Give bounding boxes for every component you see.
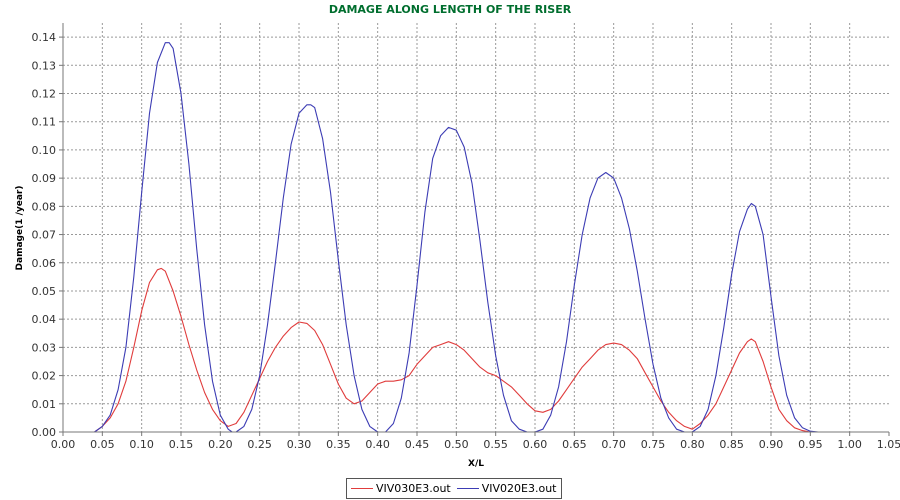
x-tick-labels: 0.00 0.05 0.10 0.15 0.20 0.25 0.30 0.35 0.40 0.45… bbox=[51, 438, 900, 451]
series-line-viv020e3 bbox=[63, 42, 889, 433]
x-axis-label: X/L bbox=[468, 459, 484, 469]
x-tick-label: 1.05 bbox=[877, 438, 900, 451]
x-tick-label: 0.35 bbox=[326, 438, 351, 451]
x-tick-label: 0.60 bbox=[523, 438, 548, 451]
legend-item-viv030: VIV030E3.out bbox=[351, 482, 451, 495]
x-tick-label: 0.95 bbox=[798, 438, 823, 451]
x-tick-label: 0.90 bbox=[759, 438, 784, 451]
plot-background bbox=[63, 23, 889, 432]
y-tick-label: 0.03 bbox=[32, 341, 57, 354]
y-tick-label: 0.00 bbox=[32, 426, 57, 439]
legend-swatch-viv020 bbox=[456, 488, 479, 489]
y-tick-labels: 0.00 0.01 0.02 0.03 0.04 0.05 0.06 0.07 0.08 0.09… bbox=[32, 31, 57, 439]
y-tick-label: 0.02 bbox=[32, 370, 57, 383]
x-tick-label: 0.55 bbox=[483, 438, 508, 451]
y-tick-label: 0.01 bbox=[32, 398, 57, 411]
x-tick-label: 1.00 bbox=[837, 438, 862, 451]
series-line-viv030e3 bbox=[63, 267, 889, 433]
x-tick-label: 0.00 bbox=[51, 438, 76, 451]
legend-swatch-viv030 bbox=[351, 488, 373, 489]
y-tick-label: 0.07 bbox=[32, 229, 57, 242]
legend-label-viv020: VIV020E3.out bbox=[481, 482, 557, 495]
y-tick-label: 0.04 bbox=[32, 313, 57, 326]
y-tick-label: 0.10 bbox=[32, 144, 57, 157]
y-tick-label: 0.14 bbox=[32, 31, 57, 44]
legend-item-viv020: VIV020E3.out bbox=[456, 482, 557, 495]
x-tick-label: 0.45 bbox=[405, 438, 430, 451]
y-tick-label: 0.11 bbox=[32, 116, 57, 129]
x-tick-label: 0.65 bbox=[562, 438, 587, 451]
x-tick-label: 0.70 bbox=[601, 438, 626, 451]
x-tick-label: 0.15 bbox=[169, 438, 194, 451]
x-tick-label: 0.25 bbox=[247, 438, 272, 451]
legend-label-viv030: VIV030E3.out bbox=[376, 482, 451, 495]
x-tick-label: 0.75 bbox=[641, 438, 666, 451]
legend: VIV030E3.out VIV020E3.out bbox=[346, 478, 562, 499]
x-tick-label: 0.80 bbox=[680, 438, 705, 451]
y-tick-label: 0.12 bbox=[32, 88, 57, 101]
x-tick-label: 0.85 bbox=[719, 438, 744, 451]
x-tick-label: 0.40 bbox=[365, 438, 390, 451]
grid-lines bbox=[63, 23, 889, 432]
y-tick-label: 0.13 bbox=[32, 59, 57, 72]
chart-title: DAMAGE ALONG LENGTH OF THE RISER bbox=[328, 3, 572, 16]
y-tick-label: 0.06 bbox=[32, 257, 57, 270]
x-tick-label: 0.20 bbox=[208, 438, 233, 451]
series-layer bbox=[63, 42, 889, 433]
x-tick-label: 0.30 bbox=[287, 438, 312, 451]
axes bbox=[59, 23, 890, 436]
x-tick-label: 0.50 bbox=[444, 438, 469, 451]
y-tick-label: 0.08 bbox=[32, 200, 57, 213]
y-axis-label: Damage(1 /year) bbox=[15, 186, 25, 271]
y-tick-label: 0.05 bbox=[32, 285, 57, 298]
x-tick-label: 0.10 bbox=[129, 438, 154, 451]
y-tick-label: 0.09 bbox=[32, 172, 57, 185]
x-tick-label: 0.05 bbox=[90, 438, 115, 451]
